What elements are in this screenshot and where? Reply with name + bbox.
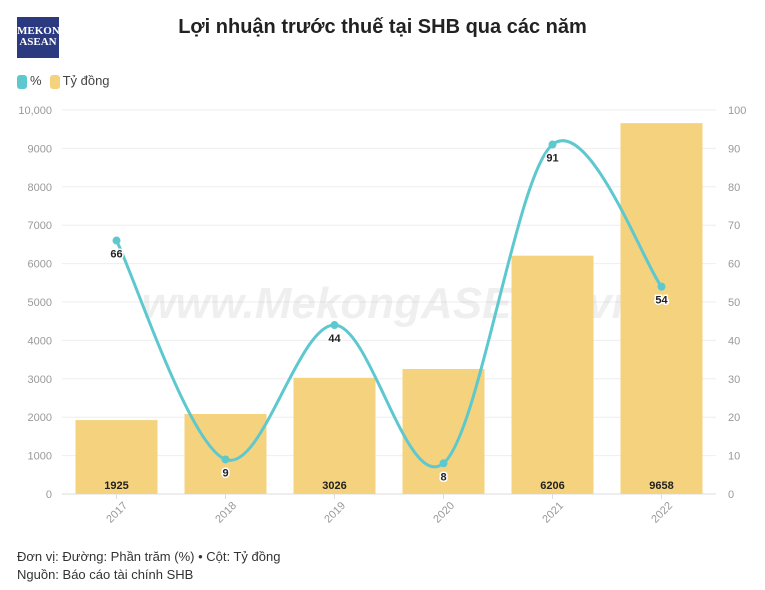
x-tick-label: 2021 <box>540 500 566 526</box>
legend-item-percent[interactable]: % <box>17 73 42 89</box>
legend: % Tỷ đồng <box>17 73 110 89</box>
y-left-tick-label: 6000 <box>28 259 52 271</box>
y-right-tick-label: 90 <box>728 143 740 155</box>
y-left-tick-label: 0 <box>46 489 52 501</box>
source-note: Nguồn: Báo cáo tài chính SHB <box>17 567 194 582</box>
bar-2020 <box>402 369 485 494</box>
line-point-2018 <box>221 455 230 464</box>
legend-item-ty-dong[interactable]: Tỷ đồng <box>49 73 110 89</box>
x-tick-label: 2019 <box>322 500 348 526</box>
line-label: 8 <box>440 471 446 483</box>
bar-2022 <box>620 123 703 494</box>
y-right-tick-label: 60 <box>728 259 740 271</box>
y-right-tick-label: 80 <box>728 182 740 194</box>
line-label: 44 <box>328 333 341 345</box>
y-left-tick-label: 10,000 <box>18 105 52 117</box>
legend-swatch <box>17 74 27 89</box>
x-tick-label: 2022 <box>649 500 675 526</box>
chart-title: Lợi nhuận trước thuế tại SHB qua các năm <box>178 16 587 38</box>
bar-label: 6206 <box>540 480 564 492</box>
y-right-tick-label: 100 <box>728 105 746 117</box>
y-right-tick-label: 40 <box>728 335 740 347</box>
y-left-tick-label: 7000 <box>28 220 52 232</box>
bar-label: 1925 <box>104 480 128 492</box>
line-point-2021 <box>548 140 557 149</box>
mekong-asean-logo: MEKONG ASEAN <box>17 17 68 58</box>
line-label: 54 <box>655 295 668 307</box>
x-tick-label: 2018 <box>213 500 239 526</box>
bar-2019 <box>293 377 376 494</box>
y-right-tick-label: 30 <box>728 374 740 386</box>
y-right-tick-label: 0 <box>728 489 734 501</box>
y-left-tick-label: 5000 <box>28 297 52 309</box>
x-tick-label: 2020 <box>431 500 457 526</box>
line-point-2022 <box>657 282 666 291</box>
line-point-2019 <box>330 321 339 330</box>
y-left-tick-label: 1000 <box>28 451 52 463</box>
y-right-tick-label: 70 <box>728 220 740 232</box>
bar-label: 9658 <box>649 480 673 492</box>
bar-2021 <box>511 255 594 494</box>
percent-line <box>115 139 663 469</box>
y-left-tick-label: 9000 <box>28 143 52 155</box>
line-label: 66 <box>110 249 122 261</box>
y-left-tick-label: 4000 <box>28 335 52 347</box>
x-tick-label: 2017 <box>104 500 130 526</box>
y-left-tick-label: 3000 <box>28 374 52 386</box>
legend-swatch <box>49 74 60 89</box>
y-right-tick-label: 20 <box>728 412 740 424</box>
line-point-2017 <box>112 236 121 245</box>
bar-label: 3026 <box>322 480 346 492</box>
footer: Đơn vị: Đường: Phần trăm (%) • Cột: Tỷ đ… <box>17 548 280 584</box>
y-right-tick-label: 10 <box>728 451 740 463</box>
line-label: 9 <box>222 467 228 479</box>
y-left-tick-label: 8000 <box>28 182 52 194</box>
bar-2017 <box>75 420 158 494</box>
y-right-tick-label: 50 <box>728 297 740 309</box>
line-label: 91 <box>546 153 558 165</box>
unit-note: Đơn vị: Đường: Phần trăm (%) • Cột: Tỷ đ… <box>17 549 281 564</box>
line-point-2020 <box>439 459 448 468</box>
y-left-tick-label: 2000 <box>28 412 52 424</box>
